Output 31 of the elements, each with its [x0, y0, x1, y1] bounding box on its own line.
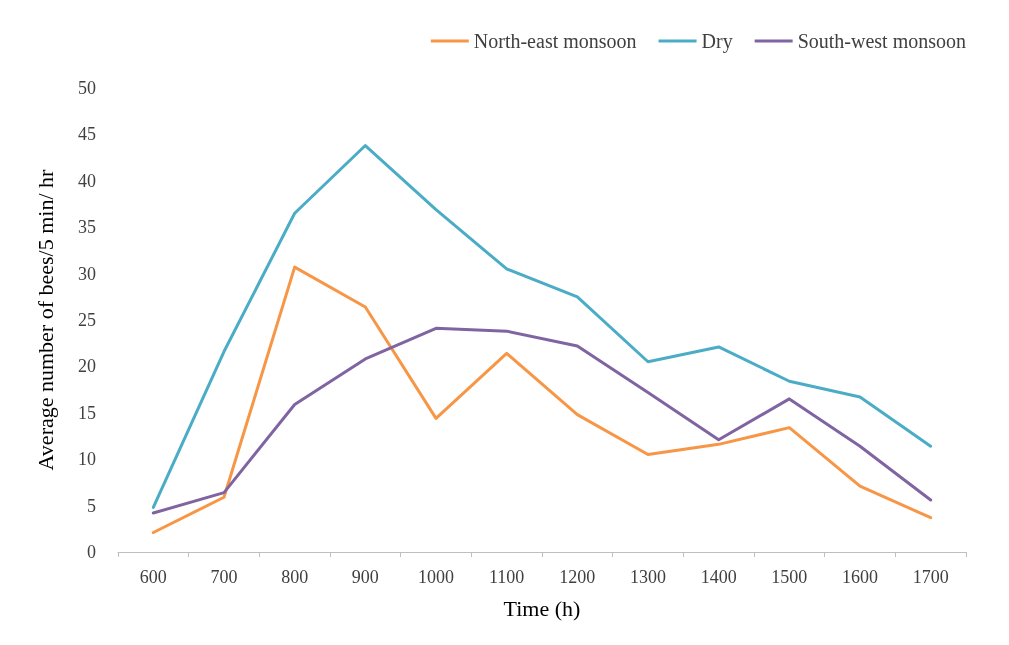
y-tick-label: 25 [78, 310, 96, 330]
x-tick-label: 600 [139, 567, 167, 587]
x-tick-label: 800 [281, 567, 309, 587]
y-axis-title: Average number of bees/5 min/ hr [32, 168, 58, 471]
x-tick-label: 1200 [559, 567, 596, 587]
line-series [151, 265, 933, 535]
y-tick-label: 20 [78, 356, 96, 377]
x-tick-label: 700 [210, 567, 238, 587]
x-tick-label: 1300 [630, 567, 666, 587]
x-tick-label: 1400 [700, 567, 737, 587]
x-tick-label: 1100 [488, 567, 525, 587]
x-tick-label: 1000 [418, 567, 454, 587]
x-tick-label: 1600 [842, 567, 878, 587]
y-tick-label: 40 [78, 170, 96, 191]
y-tick-label: 0 [87, 542, 96, 562]
legend-label: North-east monsoon [473, 30, 637, 52]
line-series [151, 144, 933, 509]
y-tick-label: 15 [78, 402, 96, 423]
x-tick-label: 1500 [771, 567, 808, 587]
y-tick-label: 10 [78, 449, 96, 470]
y-tick-label: 50 [78, 78, 96, 98]
x-tick-label: 900 [351, 567, 379, 587]
legend-label: Dry [701, 30, 733, 53]
x-axis-title: Time (h) [503, 595, 581, 621]
y-tick-label: 45 [78, 124, 96, 145]
line-series [151, 326, 933, 515]
y-tick-label: 35 [78, 217, 96, 238]
legend-label: South-west monsoon [797, 30, 966, 52]
y-tick-label: 5 [87, 495, 96, 516]
y-tick-label: 30 [78, 263, 96, 284]
x-tick-label: 1700 [912, 567, 949, 587]
